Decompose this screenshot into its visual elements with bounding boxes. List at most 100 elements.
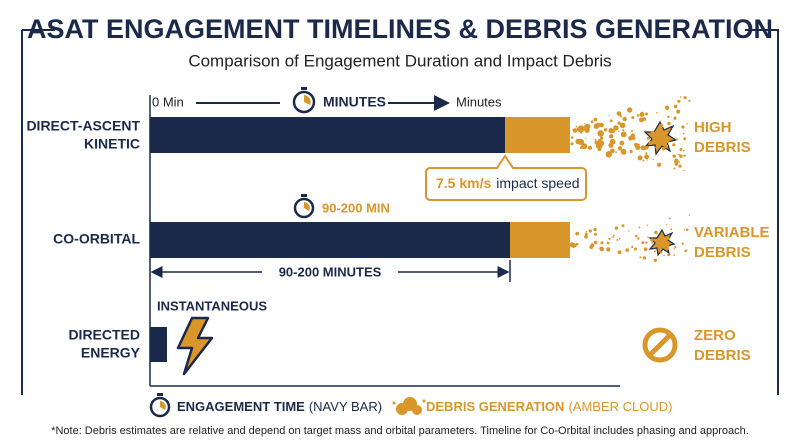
debris-bar — [505, 117, 570, 153]
debris-particle — [608, 237, 611, 240]
explosion-icon — [643, 120, 678, 156]
debris-particle — [657, 132, 662, 137]
debris-particle — [635, 234, 638, 238]
debris-particle — [625, 248, 629, 252]
debris-particle — [654, 250, 656, 253]
debris-particle — [593, 240, 598, 245]
cloud-icon — [392, 397, 426, 415]
debris-particle — [577, 125, 585, 133]
debris-particle — [645, 152, 648, 155]
debris-particle — [605, 151, 612, 158]
debris-particle — [631, 245, 634, 249]
subtitle: Comparison of Engagement Duration and Im… — [188, 51, 611, 70]
debris-particle — [593, 117, 598, 122]
debris-particle — [639, 256, 642, 259]
debris-particle — [617, 121, 621, 125]
debris-particle — [622, 116, 627, 122]
debris-particle — [612, 236, 614, 238]
debris-particle — [589, 245, 594, 250]
debris-particle — [609, 134, 614, 139]
debris-particle — [666, 244, 670, 248]
debris-particle — [594, 138, 597, 141]
debris-particle — [618, 130, 620, 132]
title: ASAT ENGAGEMENT TIMELINES & DEBRIS GENER… — [27, 14, 773, 44]
debris-particle — [683, 149, 685, 152]
debris-particle — [611, 129, 615, 134]
debris-particle — [627, 107, 633, 113]
engagement-bar — [150, 327, 167, 362]
debris-particle — [616, 239, 619, 241]
footnote: *Note: Debris estimates are relative and… — [51, 425, 749, 437]
debris-particle — [615, 151, 617, 154]
debris-particle — [609, 119, 613, 123]
debris-particle — [621, 224, 625, 228]
debris-label: DEBRIS — [694, 347, 751, 364]
debris-particle — [677, 109, 679, 112]
duration-badge: INSTANTANEOUS — [157, 298, 267, 313]
debris-particle — [588, 229, 592, 233]
legend-note: (NAVY BAR) — [309, 399, 382, 414]
debris-particle — [661, 146, 666, 151]
explosion-icon — [648, 228, 676, 257]
debris-particle — [682, 132, 685, 135]
debris-particle — [651, 241, 654, 244]
debris-label: DEBRIS — [694, 139, 751, 156]
debris-particle — [637, 237, 640, 240]
debris-particle — [654, 230, 658, 235]
debris-particle — [650, 238, 654, 242]
callout-label: impact speed — [496, 175, 579, 191]
debris-particle — [631, 116, 635, 120]
debris-particle — [679, 96, 682, 98]
row-label: DIRECT-ASCENT — [26, 118, 140, 134]
debris-particle — [599, 247, 605, 252]
debris-particle — [587, 145, 593, 150]
debris-particle — [603, 128, 608, 132]
debris-particle — [667, 253, 671, 257]
debris-particle — [570, 142, 574, 146]
debris-particle — [652, 158, 654, 161]
debris-particle — [645, 112, 649, 116]
debris-particle — [634, 248, 636, 251]
debris-particle — [622, 129, 625, 132]
debris-particle — [598, 138, 602, 143]
legend-label: DEBRIS GENERATION — [426, 399, 564, 414]
debris-particle — [674, 246, 677, 249]
lightning-icon — [176, 316, 214, 376]
debris-label: DEBRIS — [694, 244, 751, 261]
debris-particle — [664, 144, 669, 148]
axis-start: 0 Min — [152, 94, 184, 109]
debris-particle — [584, 235, 588, 239]
debris-cloud — [569, 96, 691, 262]
debris-particle — [677, 99, 681, 103]
debris-particle — [642, 159, 645, 162]
callout: 7.5 km/s impact speed — [425, 154, 587, 201]
debris-particle — [619, 140, 625, 146]
debris-particle — [619, 115, 622, 118]
debris-particle — [642, 256, 647, 260]
frame — [21, 29, 779, 395]
debris-particle — [635, 145, 641, 150]
debris-particle — [685, 249, 688, 252]
frame-line — [22, 29, 779, 395]
debris-particle — [679, 154, 683, 158]
debris-particle — [675, 138, 678, 141]
debris-particle — [659, 251, 663, 254]
debris-particle — [584, 123, 586, 125]
debris-particle — [617, 250, 622, 255]
debris-particle — [618, 237, 621, 240]
debris-particle — [636, 114, 640, 117]
stopwatch-icon — [292, 87, 316, 114]
debris-particle — [659, 124, 664, 128]
debris-particle — [644, 154, 649, 160]
debris-particle — [666, 247, 670, 250]
debris-particle — [685, 228, 689, 232]
debris-particle — [674, 158, 679, 163]
zero-icon — [642, 327, 678, 363]
debris-particle — [654, 146, 657, 149]
debris-particle — [619, 122, 626, 129]
debris-particle — [628, 136, 633, 141]
debris-particle — [570, 136, 574, 139]
callout-speed: 7.5 km/s — [436, 175, 491, 191]
